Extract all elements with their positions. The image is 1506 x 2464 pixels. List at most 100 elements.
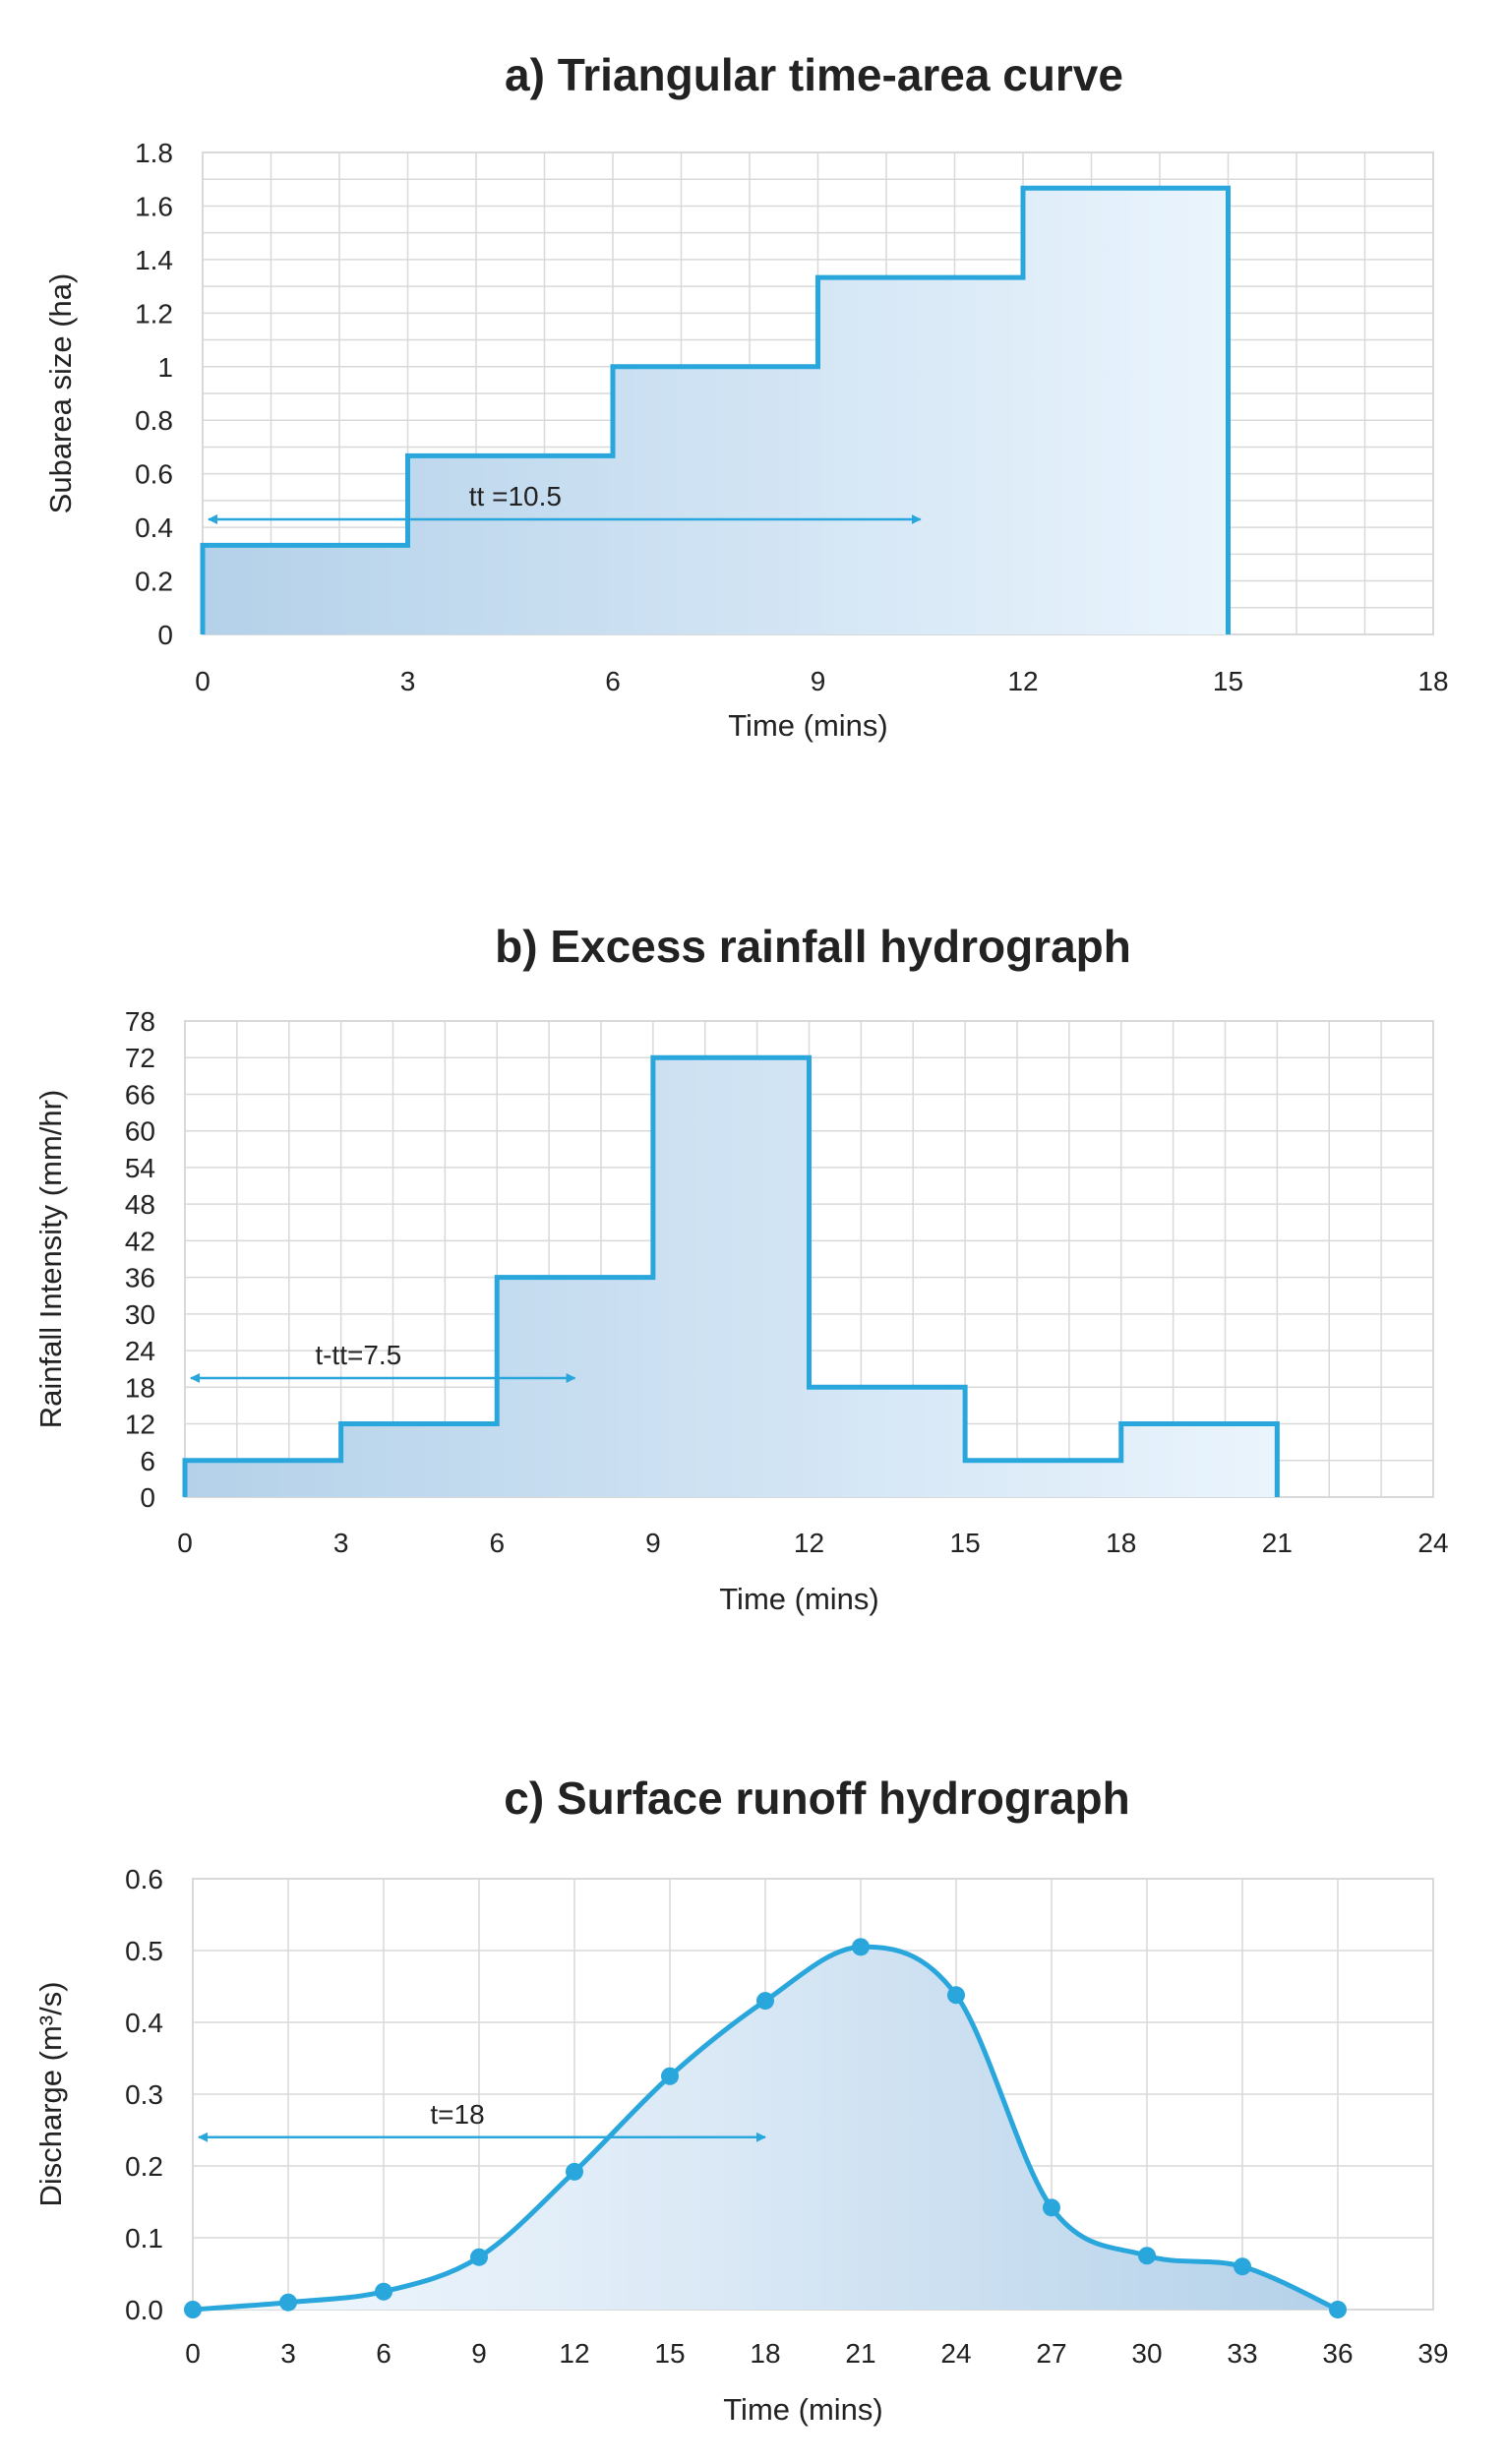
y-tick-labels: 0 0.2 0.4 0.6 0.8 1 1.2 1.4 1.6 1.8 [135, 138, 173, 650]
duration-annotation: tt =10.5 [208, 481, 922, 524]
y-tick-label: 18 [125, 1372, 155, 1403]
x-tick-label: 9 [811, 666, 826, 696]
duration-annotation: t-tt=7.5 [190, 1340, 576, 1383]
x-tick-label: 12 [1007, 666, 1038, 696]
y-tick-label: 72 [125, 1043, 155, 1073]
annotation-label: t=18 [430, 2099, 484, 2130]
y-axis-label: Discharge (m³/s) [33, 1981, 68, 2206]
annotation-label: tt =10.5 [469, 481, 562, 511]
step-line [200, 185, 1231, 634]
y-tick-label: 0.1 [125, 2223, 163, 2254]
x-axis-label: Time (mins) [719, 1582, 878, 1616]
y-axis-label: Subarea size (ha) [43, 273, 78, 514]
data-point [1138, 2247, 1156, 2265]
area-fill [193, 1947, 1338, 2310]
y-tick-label: 0.3 [125, 2079, 163, 2110]
x-tick-label: 0 [185, 2338, 201, 2369]
x-tick-label: 9 [471, 2338, 487, 2369]
chart-title: c) Surface runoff hydrograph [504, 1773, 1129, 1824]
y-tick-label: 78 [125, 1006, 155, 1037]
x-tick-label: 39 [1417, 2338, 1448, 2369]
x-tick-label: 15 [950, 1528, 981, 1558]
y-tick-label: 12 [125, 1410, 155, 1440]
x-tick-label: 6 [489, 1528, 505, 1558]
x-tick-label: 24 [1417, 1528, 1448, 1558]
area-fill [185, 1057, 1278, 1497]
x-tick-label: 6 [376, 2338, 392, 2369]
data-point [375, 2282, 392, 2301]
data-point [279, 2293, 297, 2312]
data-point [947, 1986, 965, 2005]
y-tick-label: 24 [125, 1336, 155, 1366]
x-tick-label: 21 [845, 2338, 875, 2369]
x-tick-label: 0 [195, 666, 211, 696]
x-tick-label: 3 [400, 666, 416, 696]
x-tick-label: 33 [1227, 2338, 1257, 2369]
time-area-chart: a) Triangular time-area curve tt =10.5 0 3 6… [43, 49, 1449, 743]
x-tick-label: 3 [280, 2338, 296, 2369]
annotation-label: t-tt=7.5 [315, 1340, 401, 1370]
y-tick-label: 48 [125, 1189, 155, 1220]
y-tick-label: 0 [140, 1482, 155, 1513]
x-tick-label: 12 [794, 1528, 824, 1558]
y-tick-label: 42 [125, 1226, 155, 1256]
x-axis-label: Time (mins) [723, 2392, 882, 2427]
y-tick-label: 6 [140, 1446, 155, 1476]
y-tick-label: 1.6 [135, 191, 173, 221]
y-tick-label: 54 [125, 1153, 155, 1183]
y-tick-labels: 0 6 12 18 24 30 36 42 48 54 60 66 72 78 [125, 1006, 155, 1513]
x-tick-labels: 0 3 6 9 12 15 18 [195, 666, 1448, 696]
data-point [661, 2067, 679, 2085]
y-tick-label: 0.0 [125, 2295, 163, 2325]
y-tick-label: 30 [125, 1299, 155, 1330]
x-tick-label: 15 [1213, 666, 1243, 696]
x-tick-labels: 0 3 6 9 12 15 18 21 24 [177, 1528, 1448, 1558]
y-tick-label: 1.8 [135, 138, 173, 168]
x-tick-label: 18 [750, 2338, 780, 2369]
y-tick-label: 1 [157, 352, 173, 383]
x-tick-label: 9 [645, 1528, 661, 1558]
y-tick-labels: 0.0 0.1 0.2 0.3 0.4 0.5 0.6 [125, 1864, 163, 2325]
x-axis-label: Time (mins) [728, 708, 887, 743]
data-point [470, 2248, 488, 2266]
x-tick-labels: 0 3 6 9 12 15 18 21 24 27 30 33 36 39 [185, 2338, 1448, 2369]
duration-annotation: t=18 [198, 2099, 766, 2142]
data-point [1329, 2301, 1347, 2318]
x-tick-label: 36 [1322, 2338, 1353, 2369]
x-tick-label: 18 [1417, 666, 1448, 696]
y-tick-label: 0.4 [135, 512, 173, 543]
x-tick-label: 6 [605, 666, 621, 696]
y-tick-label: 0.2 [125, 2151, 163, 2182]
data-point [756, 1992, 774, 2011]
x-tick-label: 21 [1262, 1528, 1293, 1558]
data-series [182, 1054, 1280, 1497]
step-line [182, 1054, 1280, 1497]
y-tick-label: 0.8 [135, 405, 173, 436]
y-tick-label: 60 [125, 1116, 155, 1147]
y-tick-label: 1.2 [135, 298, 173, 329]
y-tick-label: 0.2 [135, 567, 173, 597]
y-tick-label: 36 [125, 1263, 155, 1293]
y-axis-label: Rainfall Intensity (mm/hr) [33, 1090, 68, 1429]
data-point [1043, 2198, 1060, 2217]
y-tick-label: 66 [125, 1079, 155, 1110]
x-tick-label: 0 [177, 1528, 193, 1558]
x-tick-label: 24 [940, 2338, 971, 2369]
y-tick-label: 0.5 [125, 1936, 163, 1966]
chart-title: a) Triangular time-area curve [505, 49, 1123, 100]
y-tick-label: 0.4 [125, 2008, 163, 2038]
y-tick-label: 0 [157, 620, 173, 650]
data-series [184, 1938, 1347, 2318]
x-tick-label: 27 [1036, 2338, 1066, 2369]
x-tick-label: 3 [333, 1528, 349, 1558]
data-point [566, 2162, 583, 2181]
x-tick-label: 12 [559, 2338, 589, 2369]
x-tick-label: 15 [654, 2338, 685, 2369]
data-point [1234, 2257, 1251, 2276]
data-point [852, 1938, 870, 1956]
data-point [184, 2301, 202, 2318]
